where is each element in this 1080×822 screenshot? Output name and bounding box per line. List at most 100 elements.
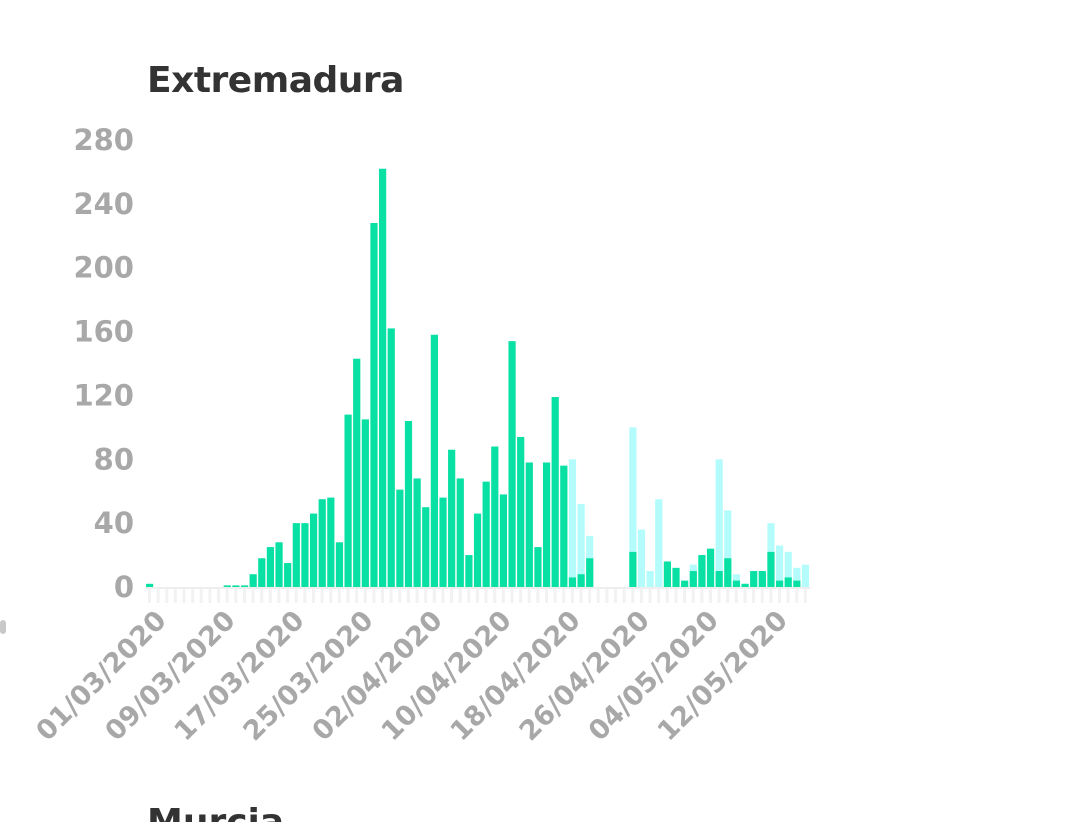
baseline-day-tick [148, 589, 151, 603]
bar-confirmed [370, 223, 378, 587]
baseline-day-tick [484, 589, 488, 603]
bar-confirmed [491, 446, 499, 587]
baseline-day-tick [803, 589, 807, 603]
baseline-day-tick [510, 589, 514, 603]
baseline-day-tick [553, 589, 557, 603]
bar-confirmed [387, 328, 395, 587]
baseline-day-tick [475, 589, 479, 603]
baseline-day-tick [311, 589, 315, 603]
baseline-day-tick [527, 589, 531, 603]
baseline-day-tick [562, 589, 566, 603]
baseline-day-tick [683, 589, 687, 603]
bar-confirmed [379, 168, 387, 588]
baseline-day-tick [458, 589, 462, 603]
bars [146, 168, 810, 588]
baseline-day-tick [251, 589, 255, 603]
bar-confirmed [793, 580, 801, 587]
bar-confirmed [240, 585, 249, 587]
bar-pending [715, 459, 723, 587]
baseline-day-tick [242, 589, 246, 603]
y-tick-label: 280 [73, 123, 134, 157]
baseline-day-tick [286, 589, 290, 603]
bar-confirmed [525, 462, 533, 587]
baseline-day-tick [389, 589, 393, 603]
bar-pending [646, 571, 654, 587]
baseline-day-tick [795, 589, 799, 603]
bar-confirmed [430, 334, 438, 587]
baseline-day-tick [544, 589, 548, 603]
baseline-day-tick [268, 589, 272, 603]
baseline-day-tick [519, 589, 523, 603]
bar-confirmed [706, 548, 715, 587]
baseline-day-tick [260, 589, 264, 603]
baseline-day-tick [346, 589, 350, 603]
bar-confirmed [396, 489, 404, 587]
bar-confirmed [223, 585, 231, 587]
baseline-day-tick [355, 589, 359, 603]
baseline-day-tick [406, 589, 410, 603]
bar-confirmed [318, 499, 326, 587]
bar-confirmed [689, 571, 697, 587]
baseline-line [146, 587, 811, 589]
bar-confirmed [775, 580, 784, 587]
bar-confirmed [249, 574, 257, 587]
baseline-day-tick [182, 589, 186, 603]
baseline-day-tick [363, 589, 367, 603]
bar-confirmed [629, 551, 637, 587]
baseline-day-tick [234, 589, 238, 603]
baseline-day-tick [752, 589, 756, 603]
bar-pending [655, 499, 663, 587]
bar-confirmed [586, 558, 594, 587]
baseline-day-tick [769, 589, 773, 603]
bar-confirmed [551, 397, 559, 587]
baseline-day-tick [329, 589, 333, 603]
bar-confirmed [258, 558, 266, 587]
y-tick-label: 0 [114, 570, 134, 604]
baseline-day-tick [631, 589, 635, 603]
x-axis-baseline [146, 587, 811, 603]
bar-confirmed [560, 465, 568, 587]
baseline-day-tick [208, 589, 212, 603]
baseline-day-tick [450, 589, 454, 603]
baseline-day-tick [726, 589, 730, 603]
bar-pending [637, 529, 646, 587]
baseline-day-tick [173, 589, 177, 603]
bar-confirmed [784, 577, 792, 587]
bar-pending [724, 510, 732, 587]
bar-confirmed [663, 561, 671, 587]
baseline-day-tick [570, 589, 574, 603]
baseline-day-tick [501, 589, 505, 603]
bar-confirmed [542, 462, 551, 587]
bar-pending [801, 564, 810, 587]
baseline-day-tick [665, 589, 669, 603]
bar-confirmed [422, 507, 430, 587]
baseline-day-tick [191, 589, 195, 603]
y-tick-label: 40 [94, 506, 134, 540]
bar-confirmed [301, 523, 309, 587]
baseline-day-tick [734, 589, 738, 603]
baseline-day-tick [708, 589, 712, 603]
baseline-day-tick [165, 589, 169, 603]
baseline-day-tick [381, 589, 385, 603]
baseline-day-tick [467, 589, 471, 603]
bar-confirmed [534, 547, 542, 587]
bar-confirmed [439, 497, 447, 587]
bar-confirmed [499, 494, 508, 587]
bar-confirmed [275, 542, 283, 587]
baseline-day-tick [156, 589, 160, 603]
baseline-day-tick [424, 589, 428, 603]
baseline-day-tick [441, 589, 445, 603]
baseline-day-tick [614, 589, 618, 603]
bar-confirmed [448, 449, 456, 587]
bar-pending [577, 503, 585, 587]
baseline-day-tick [320, 589, 324, 603]
bar-confirmed [672, 567, 680, 587]
bar-confirmed [758, 571, 766, 587]
baseline-day-tick [777, 589, 781, 603]
bar-confirmed [767, 551, 775, 587]
y-tick-label: 240 [73, 187, 134, 221]
bar-confirmed [724, 558, 732, 587]
y-tick-label: 200 [73, 251, 134, 285]
baseline-day-tick [277, 589, 281, 603]
